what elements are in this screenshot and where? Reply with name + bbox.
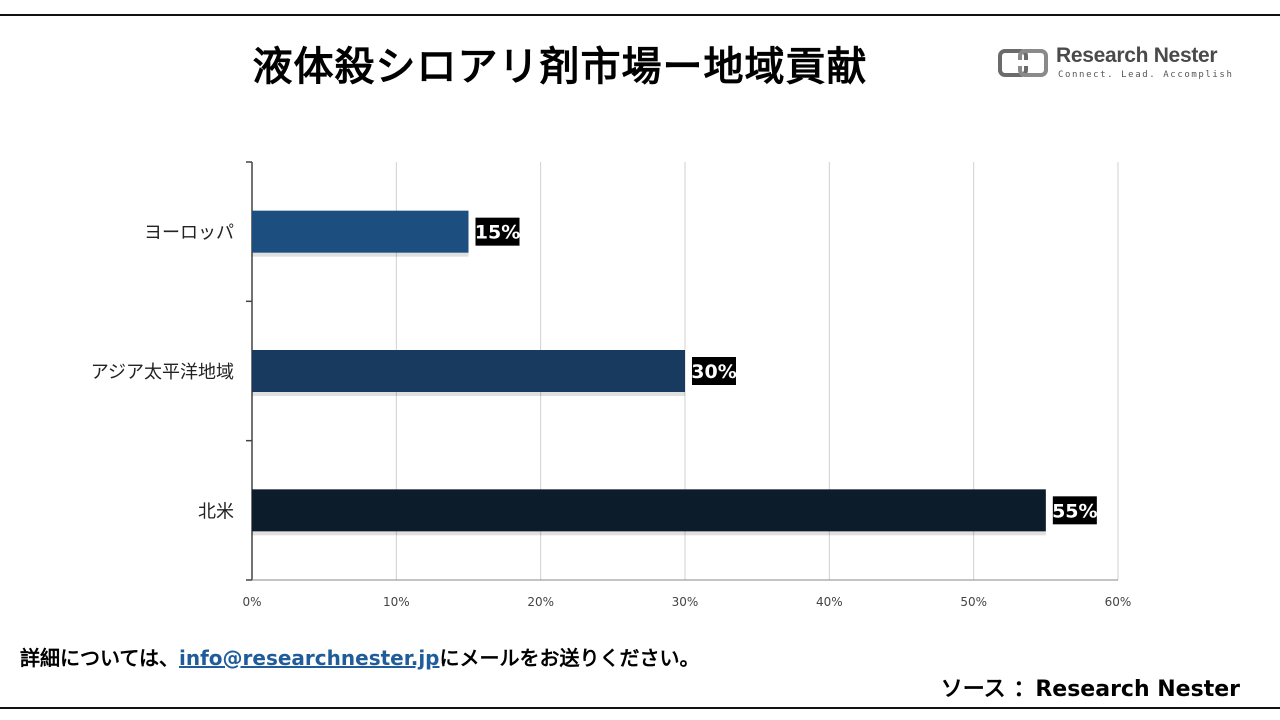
- x-tick-label: 30%: [672, 595, 699, 609]
- data-label: 55%: [1052, 500, 1097, 522]
- labels: 0% 10% 20% 30% 40% 50% 60% ヨーロッパ 15% アジア太平洋地域 30% 北…: [91, 217, 1132, 609]
- logo-name: Research Nester: [1056, 44, 1218, 67]
- data-label-box: [692, 357, 736, 385]
- source-credit: ソース ：Research Nester: [940, 677, 1240, 702]
- category-label: アジア太平洋地域: [91, 362, 234, 383]
- bar: [252, 350, 685, 392]
- email-link[interactable]: info@researchnester.jp: [179, 646, 440, 670]
- x-tick-label: 0%: [242, 595, 261, 609]
- x-tick-label: 40%: [816, 595, 843, 609]
- x-tick-label: 50%: [960, 595, 987, 609]
- data-label: 15%: [475, 222, 520, 244]
- data-label-box: [1052, 496, 1097, 525]
- category-label: ヨーロッパ: [144, 223, 234, 244]
- top-rule: [0, 14, 1280, 16]
- data-label: 30%: [691, 361, 736, 383]
- x-tick-label: 60%: [1105, 595, 1132, 609]
- data-label-box: [475, 217, 520, 246]
- research-nester-logo: Research Nester Connect. Lead. Accomplis…: [998, 44, 1232, 84]
- x-tick-label: 10%: [383, 595, 410, 609]
- contact-note-suffix: にメールをお送りください。: [439, 646, 700, 670]
- page-title: 液体殺シロアリ剤市場ー地域貢献: [252, 44, 868, 90]
- x-tick-label: 20%: [527, 595, 554, 609]
- category-label: 北米: [198, 501, 234, 522]
- logo-mark-icon: [998, 49, 1048, 77]
- bottom-rule: [0, 707, 1280, 709]
- bars: [252, 210, 1046, 536]
- bar: [252, 489, 1046, 532]
- contact-note-prefix: 詳細については、: [20, 646, 179, 670]
- logo-tagline: Connect. Lead. Accomplish: [1058, 70, 1234, 80]
- bar: [252, 210, 469, 253]
- contact-note: 詳細については、info@researchnester.jpにメールをお送りくだ…: [20, 642, 700, 671]
